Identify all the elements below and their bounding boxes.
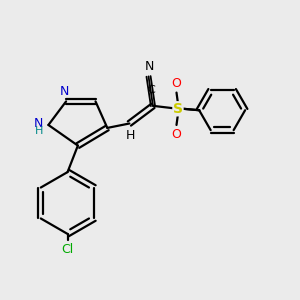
Text: N: N <box>34 117 43 130</box>
Text: H: H <box>126 129 136 142</box>
Text: N: N <box>144 60 154 73</box>
Text: Cl: Cl <box>61 243 74 256</box>
Text: O: O <box>172 76 182 90</box>
Text: C: C <box>148 85 155 94</box>
Text: O: O <box>172 128 182 141</box>
Text: H: H <box>35 126 43 136</box>
Text: S: S <box>173 102 183 116</box>
Text: N: N <box>60 85 69 98</box>
